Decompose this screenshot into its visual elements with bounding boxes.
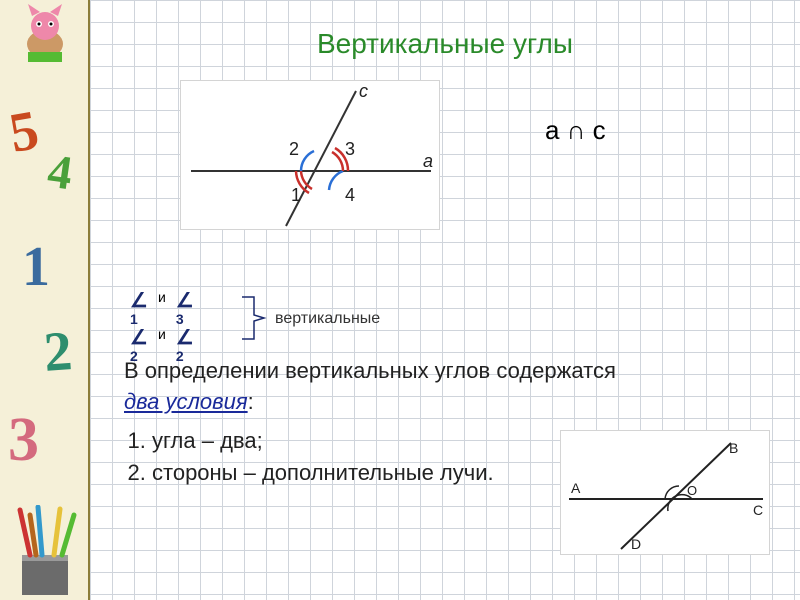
side-digit-5: 5 [5,98,44,166]
diagram-intersecting-lines: c a 2 3 1 4 [180,80,440,230]
svg-text:O: O [687,483,697,498]
line-c-label: c [359,81,368,101]
svg-text:3: 3 [345,139,355,159]
page-title: Вертикальные углы [90,28,800,60]
sidebar: 5 4 1 2 3 [0,0,90,600]
svg-text:4: 4 [345,185,355,205]
angle-symbol-icon: ∠ [130,290,148,312]
pair1-b: 3 [176,312,184,327]
svg-text:C: C [753,502,763,518]
line-a-label: a [423,151,433,171]
conj-1: и [158,290,166,305]
svg-text:A: A [571,480,581,496]
angle-symbol-icon: ∠ [176,290,194,312]
svg-text:2: 2 [289,139,299,159]
intersect-notation: a ∩ c [545,115,606,146]
vertical-label: вертикальные [275,310,380,328]
conditions-list: угла – два; стороны – дополнительные луч… [124,426,616,490]
slide-content: Вертикальные углы c a 2 3 1 4 a ∩ c ∠ и … [90,0,800,600]
condition-2: стороны – дополнительные лучи. [152,458,616,489]
angle-symbol-icon: ∠ [176,327,194,349]
definition-text: В определении вертикальных углов содержа… [124,356,616,491]
colon: : [248,389,254,414]
pair1-a: 1 [130,312,148,327]
side-digit-2: 2 [42,319,74,385]
two-conditions: два условия [124,389,248,414]
bracket-icon [240,295,268,341]
svg-text:1: 1 [291,185,301,205]
side-digit-3: 3 [8,405,39,476]
pencil-cup-icon [0,505,90,600]
diagram-labeled-lines: A B C D O [560,430,770,555]
definition-line: В определении вертикальных углов содержа… [124,358,616,383]
svg-text:B: B [729,440,738,456]
side-digit-1: 1 [22,235,50,299]
angle-symbol-icon: ∠ [130,327,148,349]
side-digit-4: 4 [44,144,75,202]
svg-text:D: D [631,536,641,552]
conj-2: и [158,327,166,342]
mascot-icon [18,4,72,64]
condition-1: угла – два; [152,426,616,457]
angle-pairs: ∠ и ∠ 1 и 3 ∠ и ∠ 2 и 2 [130,290,194,365]
